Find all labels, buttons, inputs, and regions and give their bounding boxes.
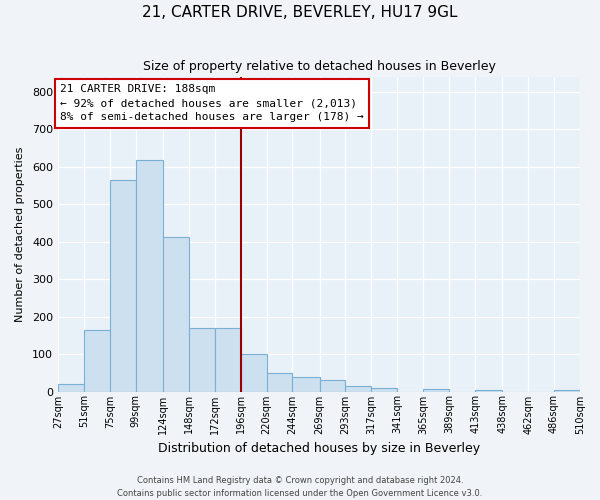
Bar [189, 328, 215, 392]
Bar [266, 373, 292, 392]
Bar [320, 380, 346, 392]
Text: 21 CARTER DRIVE: 188sqm
← 92% of detached houses are smaller (2,013)
8% of semi-: 21 CARTER DRIVE: 188sqm ← 92% of detache… [60, 84, 364, 122]
Bar [292, 376, 320, 392]
Title: Size of property relative to detached houses in Beverley: Size of property relative to detached ho… [143, 60, 496, 73]
Text: Contains HM Land Registry data © Crown copyright and database right 2024.
Contai: Contains HM Land Registry data © Crown c… [118, 476, 482, 498]
Bar [110, 180, 136, 392]
Bar [475, 390, 502, 392]
Text: 21, CARTER DRIVE, BEVERLEY, HU17 9GL: 21, CARTER DRIVE, BEVERLEY, HU17 9GL [142, 5, 458, 20]
Y-axis label: Number of detached properties: Number of detached properties [15, 146, 25, 322]
Bar [554, 390, 580, 392]
Bar [371, 388, 397, 392]
Bar [346, 386, 371, 392]
Bar [136, 160, 163, 392]
Bar [241, 354, 266, 392]
Bar [163, 237, 189, 392]
X-axis label: Distribution of detached houses by size in Beverley: Distribution of detached houses by size … [158, 442, 480, 455]
Bar [423, 389, 449, 392]
Bar [215, 328, 241, 392]
Bar [58, 384, 84, 392]
Bar [84, 330, 110, 392]
